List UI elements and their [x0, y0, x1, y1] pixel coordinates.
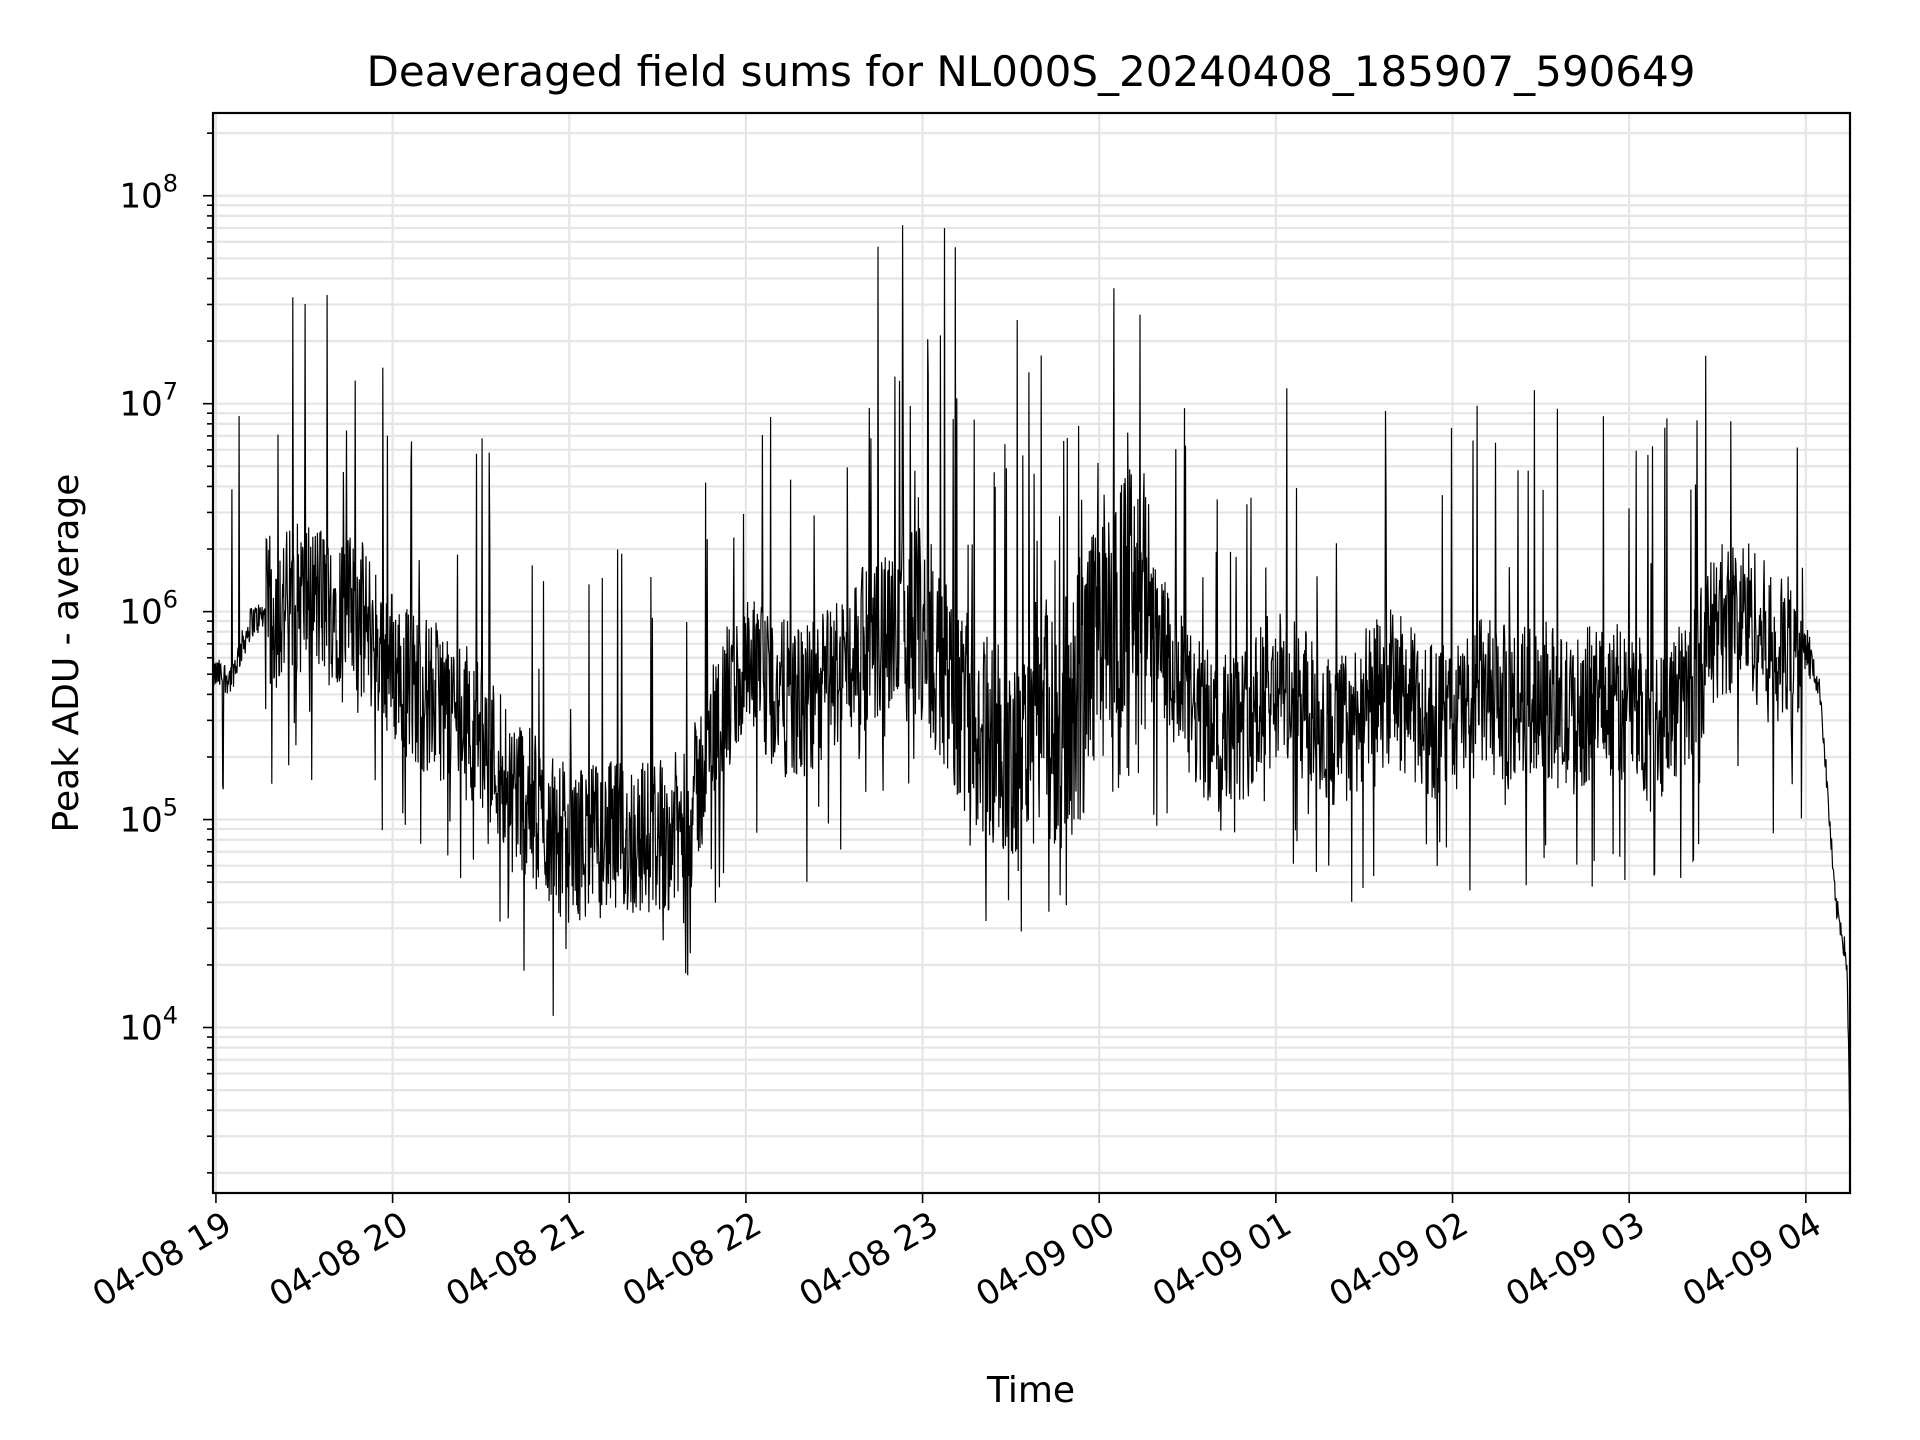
y-axis-label: Peak ADU - average — [46, 474, 87, 833]
y-tick-label: 107 — [119, 378, 178, 425]
y-axis-ticks: 104 105 106 107 108 — [119, 132, 213, 1174]
chart-title: Deaveraged field sums for NL000S_2024040… — [367, 47, 1696, 96]
x-axis-label: Time — [986, 1370, 1075, 1411]
plot-frame — [211, 111, 1852, 1195]
y-tick-label: 106 — [119, 586, 178, 633]
y-tick-label: 108 — [119, 170, 178, 217]
y-tick-label: 105 — [119, 794, 178, 841]
y-tick-label: 104 — [119, 1002, 178, 1049]
series-layer — [212, 225, 1851, 1143]
series-line — [212, 225, 1851, 1143]
